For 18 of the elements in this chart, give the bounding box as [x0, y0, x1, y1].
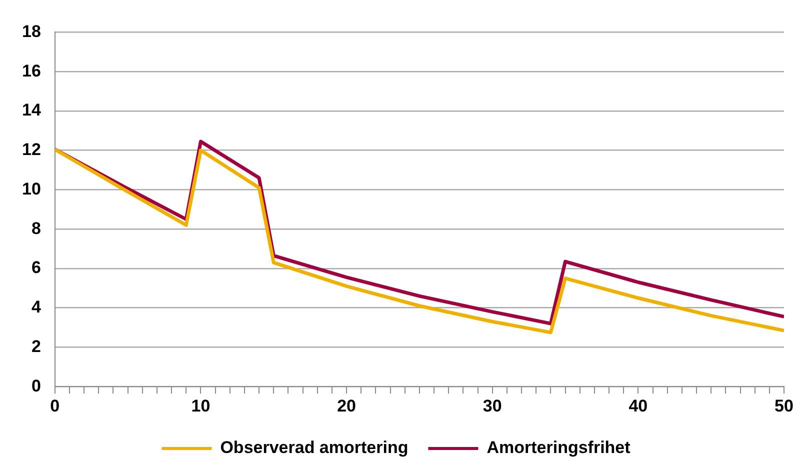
- y-tick-label: 16: [22, 61, 41, 80]
- x-tick-label: 50: [774, 396, 794, 416]
- x-tick-label: 20: [337, 396, 356, 416]
- x-tick-label: 0: [50, 396, 60, 416]
- y-tick-label: 12: [22, 140, 41, 160]
- x-tick-label: 10: [191, 396, 210, 416]
- y-tick-label: 14: [22, 100, 42, 120]
- y-tick-label: 4: [31, 298, 42, 317]
- legend-label: Amorteringsfrihet: [486, 438, 631, 458]
- y-tick-label: 0: [31, 376, 41, 396]
- legend-label: Observerad amortering: [220, 438, 408, 458]
- x-tick-label: 30: [482, 396, 502, 416]
- y-tick-label: 18: [22, 22, 41, 41]
- y-tick-label: 2: [31, 336, 41, 356]
- y-tick-label: 10: [22, 179, 41, 198]
- y-tick-label: 6: [31, 258, 41, 278]
- x-tick-label: 40: [628, 396, 648, 416]
- y-tick-label: 8: [31, 218, 41, 238]
